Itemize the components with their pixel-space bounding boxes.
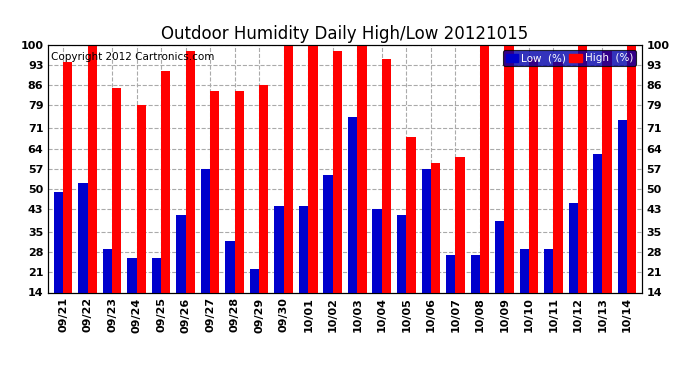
Bar: [602, 51, 612, 333]
Bar: [152, 258, 161, 333]
Bar: [471, 255, 480, 333]
Title: Outdoor Humidity Daily High/Low 20121015: Outdoor Humidity Daily High/Low 20121015: [161, 26, 529, 44]
Bar: [348, 117, 357, 333]
Bar: [324, 174, 333, 333]
Bar: [455, 157, 464, 333]
Bar: [78, 183, 88, 333]
Bar: [235, 91, 244, 333]
Bar: [177, 215, 186, 333]
Bar: [210, 91, 219, 333]
Bar: [397, 215, 406, 333]
Bar: [373, 209, 382, 333]
Bar: [127, 258, 137, 333]
Bar: [553, 62, 563, 333]
Bar: [495, 220, 504, 333]
Bar: [250, 270, 259, 333]
Bar: [529, 59, 538, 333]
Bar: [618, 120, 627, 333]
Bar: [54, 192, 63, 333]
Bar: [88, 45, 97, 333]
Bar: [112, 88, 121, 333]
Bar: [308, 45, 317, 333]
Bar: [544, 249, 553, 333]
Bar: [103, 249, 112, 333]
Bar: [333, 51, 342, 333]
Bar: [569, 203, 578, 333]
Bar: [382, 59, 391, 333]
Bar: [446, 255, 455, 333]
Bar: [275, 206, 284, 333]
Bar: [504, 45, 513, 333]
Bar: [593, 154, 602, 333]
Bar: [480, 45, 489, 333]
Bar: [226, 241, 235, 333]
Bar: [357, 45, 366, 333]
Bar: [422, 169, 431, 333]
Bar: [627, 45, 636, 333]
Bar: [201, 169, 210, 333]
Legend: Low  (%), High  (%): Low (%), High (%): [502, 50, 636, 66]
Bar: [299, 206, 308, 333]
Bar: [137, 105, 146, 333]
Text: Copyright 2012 Cartronics.com: Copyright 2012 Cartronics.com: [51, 53, 215, 62]
Bar: [406, 137, 415, 333]
Bar: [520, 249, 529, 333]
Bar: [63, 62, 72, 333]
Bar: [578, 45, 587, 333]
Bar: [431, 163, 440, 333]
Bar: [284, 45, 293, 333]
Bar: [259, 85, 268, 333]
Bar: [186, 51, 195, 333]
Bar: [161, 71, 170, 333]
